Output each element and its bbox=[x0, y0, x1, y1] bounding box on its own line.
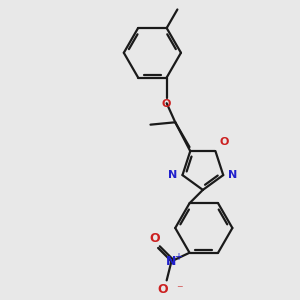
Text: O: O bbox=[219, 137, 229, 147]
Text: O: O bbox=[162, 99, 171, 110]
Text: O: O bbox=[158, 283, 168, 296]
Text: ⁻: ⁻ bbox=[176, 283, 183, 296]
Text: +: + bbox=[174, 253, 182, 262]
Text: O: O bbox=[149, 232, 160, 245]
Text: N: N bbox=[169, 170, 178, 180]
Text: N: N bbox=[166, 255, 177, 268]
Text: N: N bbox=[228, 170, 237, 180]
